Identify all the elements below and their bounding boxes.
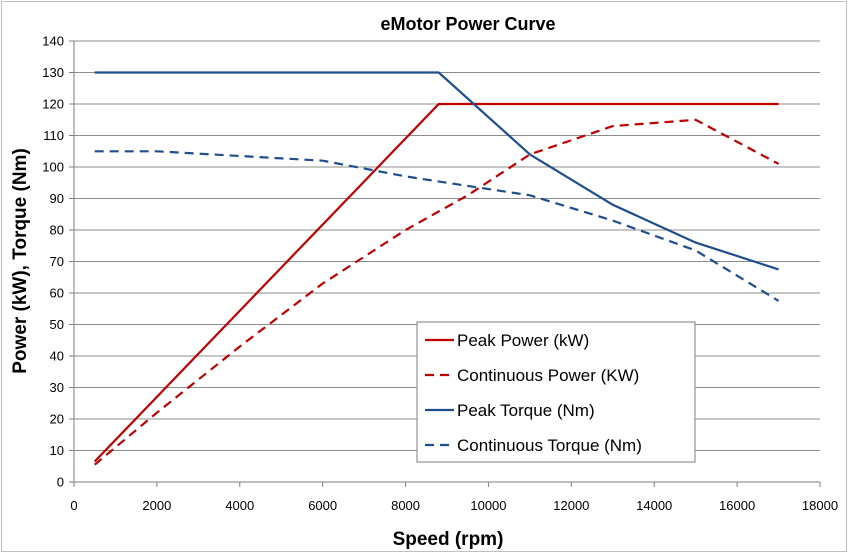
chart-title: eMotor Power Curve <box>380 14 555 34</box>
series-line-4 <box>94 150 780 302</box>
x-tick-label: 8000 <box>391 498 420 513</box>
x-tick-label: 2000 <box>142 498 171 513</box>
x-tick-label: 12000 <box>553 498 589 513</box>
legend-label: Continuous Power (KW) <box>457 366 639 385</box>
y-tick-label: 80 <box>50 223 64 238</box>
x-tick-label: 6000 <box>308 498 337 513</box>
y-tick-label: 100 <box>42 160 64 175</box>
axes <box>69 40 821 487</box>
y-tick-label: 30 <box>50 380 64 395</box>
y-tick-label: 50 <box>50 317 64 332</box>
x-tick-label: 14000 <box>636 498 672 513</box>
y-tick-label: 10 <box>50 443 64 458</box>
y-tick-label: 110 <box>43 128 64 143</box>
legend-label: Peak Torque (Nm) <box>457 401 595 420</box>
series-lines <box>93 71 780 466</box>
y-tick-label: 130 <box>42 65 64 80</box>
x-tick-label: 18000 <box>802 498 838 513</box>
x-tick-label: 4000 <box>225 498 254 513</box>
x-axis-label: Speed (rpm) <box>393 529 504 550</box>
y-tick-label: 40 <box>50 349 64 364</box>
series-line-3 <box>94 71 779 271</box>
x-tick-label: 10000 <box>470 498 506 513</box>
x-tick-labels: 0 2000 4000 6000 8000 10000 12000 14000 16000 180… <box>70 498 838 513</box>
y-tick-label: 120 <box>42 97 64 112</box>
y-tick-label: 20 <box>50 412 64 427</box>
x-tick-label: 0 <box>70 498 77 513</box>
y-tick-labels: 0 10 20 30 40 50 60 70 80 90 100 110 120 130 140 <box>42 34 64 490</box>
legend: Peak Power (kW) Continuous Power (KW) Peak… <box>416 321 696 463</box>
x-tick-label: 16000 <box>719 498 755 513</box>
legend-label: Peak Power (kW) <box>457 331 589 350</box>
legend-box <box>416 321 696 463</box>
series-line-2 <box>93 118 780 466</box>
legend-label: Continuous Torque (Nm) <box>457 436 642 455</box>
y-tick-label: 140 <box>42 34 64 49</box>
y-tick-label: 60 <box>50 286 64 301</box>
y-tick-label: 90 <box>50 191 64 206</box>
series-line-1 <box>93 102 779 463</box>
y-tick-label: 0 <box>57 475 64 490</box>
y-tick-label: 70 <box>50 254 64 269</box>
y-axis-label: Power (kW), Torque (Nm) <box>10 148 31 374</box>
